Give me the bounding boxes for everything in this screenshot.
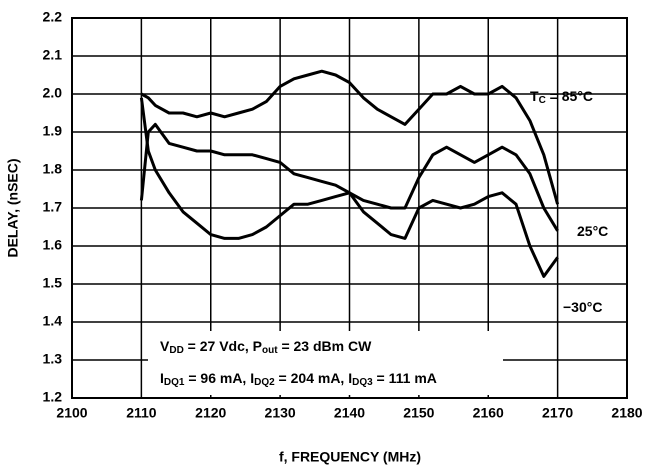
y-axis-label: DELAY, (nSEC) [5, 158, 21, 257]
text-part: = 23 dBm CW [278, 338, 373, 354]
subscript: DQ2 [254, 377, 275, 388]
subscript: DQ1 [164, 377, 185, 388]
x-tick-label: 2130 [265, 405, 296, 421]
y-tick-label: 1.4 [43, 313, 63, 329]
y-tick-label: 1.8 [43, 161, 63, 177]
subscript: out [262, 345, 278, 356]
text-part: I [160, 370, 164, 386]
x-tick-label: 2140 [334, 405, 365, 421]
subscript: DQ3 [352, 377, 373, 388]
x-tick-label: 2110 [126, 405, 157, 421]
text-part: V [160, 338, 170, 354]
plot-frame [71, 17, 628, 399]
text-part: −30°C [563, 299, 602, 315]
y-tick-label: 1.6 [43, 237, 63, 253]
annotation: IDQ1 = 96 mA, IDQ2 = 204 mA, IDQ3 = 111 … [160, 370, 437, 388]
text-part: 25°C [577, 223, 608, 239]
series-line [139, 97, 559, 278]
y-tick-label: 2.2 [43, 9, 63, 25]
series-label: 25°C [577, 223, 608, 239]
x-axis-label: f, FREQUENCY (MHz) [279, 449, 421, 465]
x-tick-label: 2180 [611, 405, 642, 421]
x-tick-label: 2160 [473, 405, 504, 421]
y-tick-label: 2.1 [43, 47, 63, 63]
series-label: −30°C [563, 299, 602, 315]
y-tick-label: 1.2 [43, 389, 63, 405]
x-tick-label: 2150 [403, 405, 434, 421]
y-tick-label: 1.9 [43, 123, 63, 139]
annotation-background [148, 331, 503, 395]
text-part: = 85°C [546, 88, 593, 104]
subscript: C [539, 95, 546, 106]
series-line [140, 69, 560, 205]
y-tick-label: 1.3 [43, 351, 63, 367]
series-line [139, 122, 559, 232]
x-tick-label: 2100 [56, 405, 87, 421]
x-tick-label: 2120 [195, 405, 226, 421]
y-tick-label: 1.5 [43, 275, 63, 291]
y-tick-label: 2.0 [43, 85, 63, 101]
subscript: DD [169, 345, 183, 356]
text-part: T [530, 88, 539, 104]
text-part: = 27 Vdc, P [184, 338, 262, 354]
text-part: = 96 mA, I [184, 370, 254, 386]
x-tick-label: 2170 [542, 405, 573, 421]
text-part: = 111 mA [373, 370, 437, 386]
annotation: VDD = 27 Vdc, Pout = 23 dBm CW [160, 338, 372, 356]
series-label: TC = 85°C [530, 88, 593, 106]
text-part: = 204 mA, I [275, 370, 352, 386]
y-tick-label: 1.7 [43, 199, 63, 215]
